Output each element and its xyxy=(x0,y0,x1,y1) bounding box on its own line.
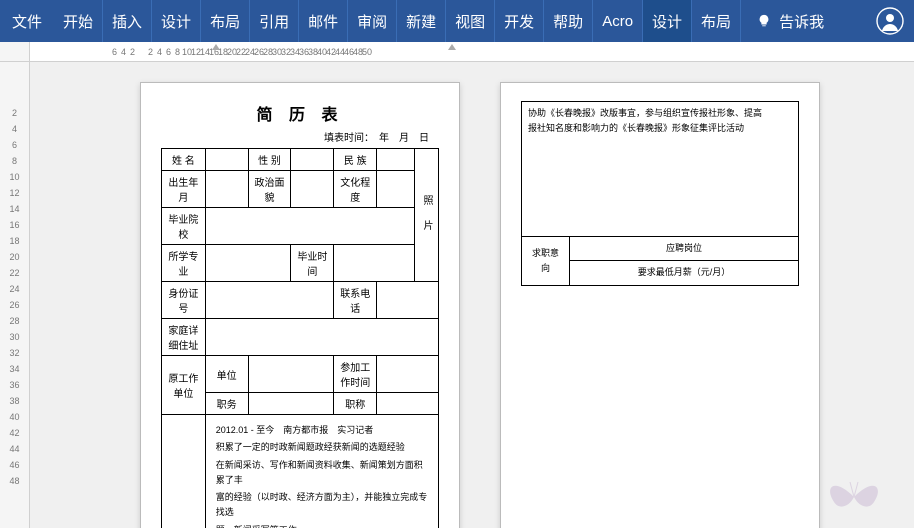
cell-name[interactable] xyxy=(205,149,248,171)
document-page-2[interactable]: 协助《长春晚报》改版事宜，参与组织宣传报社形象、提高报社知名度和影响力的《长春晚… xyxy=(500,82,820,528)
cell-edu-label: 文化程度 xyxy=(334,171,377,208)
cell-position-label: 应聘岗位 xyxy=(570,237,799,261)
cell-birth[interactable] xyxy=(205,171,248,208)
cell-major-label: 所学专业 xyxy=(162,245,206,282)
tab-table-design[interactable]: 设计 xyxy=(643,0,692,42)
cell-salary-label: 要求最低月薪（元/月） xyxy=(570,261,799,285)
cell-title2-label: 职称 xyxy=(334,393,377,415)
horizontal-ruler: 6422468101214161820222426283032343638404… xyxy=(0,42,914,62)
user-account-icon[interactable] xyxy=(876,7,904,35)
tab-developer[interactable]: 开发 xyxy=(495,0,544,42)
doc-title: 简 历 表 xyxy=(161,101,439,125)
cell-sex[interactable] xyxy=(291,149,334,171)
cell-school-label: 毕业院校 xyxy=(162,208,206,245)
cell-sex-label: 性 别 xyxy=(248,149,291,171)
cell-resume-cont[interactable]: 协助《长春晚报》改版事宜，参与组织宣传报社形象、提高报社知名度和影响力的《长春晚… xyxy=(522,102,799,237)
cell-birth-label: 出生年月 xyxy=(162,171,206,208)
cell-phone[interactable] xyxy=(377,282,439,319)
tab-file[interactable]: 文件 xyxy=(0,0,54,42)
cell-phone-label: 联系电话 xyxy=(334,282,377,319)
document-workspace: 2468101214161820222426283032343638404244… xyxy=(0,62,914,528)
tab-acrobat[interactable]: Acro xyxy=(593,0,643,42)
cell-nation[interactable] xyxy=(377,149,415,171)
indent-marker-left[interactable] xyxy=(212,44,220,50)
cell-resume-content[interactable]: 2012.01 - 至今 南方都市报 实习记者积累了一定的时政新闻题政经获新闻的… xyxy=(205,415,438,528)
vertical-ruler: 2468101214161820222426283032343638404244… xyxy=(0,62,30,528)
cell-duty[interactable] xyxy=(248,393,334,415)
cell-nation-label: 民 族 xyxy=(334,149,377,171)
cell-addr-label: 家庭详细住址 xyxy=(162,319,206,356)
cell-major[interactable] xyxy=(205,245,291,282)
page-container: 简 历 表 填表时间： 年 月 日 姓 名 性 别 民 族 照 片 出生年月 政 xyxy=(30,62,914,528)
butterfly-watermark-icon xyxy=(824,472,884,522)
tab-home[interactable]: 开始 xyxy=(54,0,103,42)
tab-insert[interactable]: 插入 xyxy=(103,0,152,42)
resume-table[interactable]: 姓 名 性 别 民 族 照 片 出生年月 政治面貌 文化程度 xyxy=(161,148,439,528)
cell-unit-label: 单位 xyxy=(205,356,248,393)
tab-view[interactable]: 视图 xyxy=(446,0,495,42)
cell-intent-label: 求职意向 xyxy=(522,237,570,286)
cell-idno[interactable] xyxy=(205,282,334,319)
cell-unit[interactable] xyxy=(248,356,334,393)
cell-addr[interactable] xyxy=(205,319,438,356)
cell-photo[interactable]: 照 片 xyxy=(415,149,439,282)
cell-gradtime-label: 毕业时间 xyxy=(291,245,334,282)
cell-jointime-label: 参加工作时间 xyxy=(334,356,377,393)
tab-new[interactable]: 新建 xyxy=(397,0,446,42)
tab-help[interactable]: 帮助 xyxy=(544,0,593,42)
cell-idno-label: 身份证号 xyxy=(162,282,206,319)
cell-polit-label: 政治面貌 xyxy=(248,171,291,208)
ribbon: 文件 开始 插入 设计 布局 引用 邮件 审阅 新建 视图 开发 帮助 Acro… xyxy=(0,0,914,42)
tab-mailings[interactable]: 邮件 xyxy=(299,0,348,42)
cell-title2[interactable] xyxy=(377,393,439,415)
indent-marker-right[interactable] xyxy=(448,44,456,50)
fill-date-row: 填表时间： 年 月 日 xyxy=(161,129,439,144)
tab-references[interactable]: 引用 xyxy=(250,0,299,42)
tab-design[interactable]: 设计 xyxy=(152,0,201,42)
tell-me-label: 告诉我 xyxy=(779,11,824,32)
cell-resume-label: 个人简历 xyxy=(162,415,206,528)
cell-name-label: 姓 名 xyxy=(162,149,206,171)
cell-polit[interactable] xyxy=(291,171,334,208)
cell-prevco-label: 原工作单位 xyxy=(162,356,206,415)
lightbulb-icon xyxy=(757,14,771,28)
cell-school[interactable] xyxy=(205,208,414,245)
document-page-1[interactable]: 简 历 表 填表时间： 年 月 日 姓 名 性 别 民 族 照 片 出生年月 政 xyxy=(140,82,460,528)
cell-edu[interactable] xyxy=(377,171,415,208)
tab-layout[interactable]: 布局 xyxy=(201,0,250,42)
resume-table-page2[interactable]: 协助《长春晚报》改版事宜，参与组织宣传报社形象、提高报社知名度和影响力的《长春晚… xyxy=(521,101,799,286)
tab-table-layout[interactable]: 布局 xyxy=(692,0,741,42)
cell-jointime[interactable] xyxy=(377,356,439,393)
tell-me-search[interactable]: 告诉我 xyxy=(747,11,834,32)
cell-duty-label: 职务 xyxy=(205,393,248,415)
cell-gradtime[interactable] xyxy=(334,245,415,282)
tab-review[interactable]: 审阅 xyxy=(348,0,397,42)
